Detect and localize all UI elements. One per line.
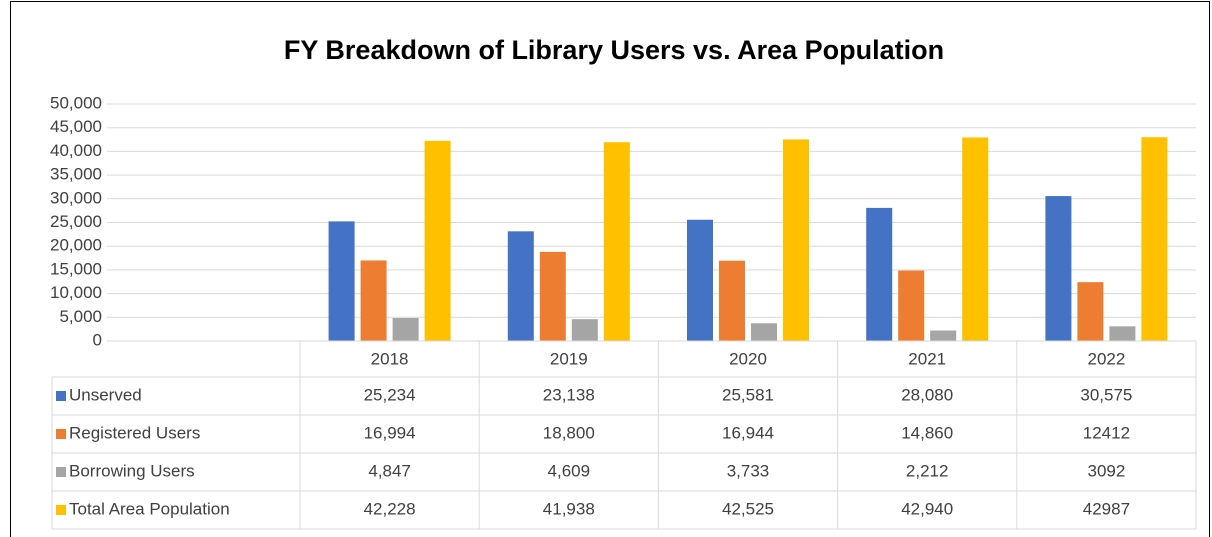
- legend-swatch: [56, 391, 66, 401]
- table-value: 18,800: [543, 423, 595, 442]
- bar: [603, 142, 630, 341]
- chart-title: FY Breakdown of Library Users vs. Area P…: [284, 35, 944, 65]
- bar: [328, 221, 355, 341]
- table-value: 3092: [1087, 461, 1125, 480]
- bar: [360, 260, 387, 341]
- legend-label: Borrowing Users: [69, 461, 195, 480]
- bar: [392, 318, 419, 341]
- bar: [898, 270, 925, 341]
- table-value: 42,940: [901, 499, 953, 518]
- y-tick-label: 25,000: [50, 212, 102, 231]
- legend-label: Unserved: [69, 385, 142, 404]
- table-value: 25,234: [364, 385, 416, 404]
- bar: [719, 260, 745, 341]
- legend-label: Registered Users: [69, 423, 200, 442]
- table-value: 41,938: [543, 499, 595, 518]
- x-tick-label: 2018: [371, 349, 409, 368]
- legend-swatch: [56, 429, 66, 439]
- table-value: 12412: [1083, 423, 1130, 442]
- bar: [687, 219, 713, 341]
- bar: [751, 323, 777, 341]
- legend-swatch: [56, 505, 66, 515]
- bar: [539, 251, 566, 341]
- table-value: 14,860: [901, 423, 953, 442]
- legend-label: Total Area Population: [69, 499, 230, 518]
- table-value: 42,525: [722, 499, 774, 518]
- y-tick-label: 10,000: [50, 283, 102, 302]
- y-tick-label: 0: [93, 330, 102, 349]
- table-value: 3,733: [727, 461, 770, 480]
- table-value: 2,212: [906, 461, 949, 480]
- bar: [507, 231, 534, 341]
- table-value: 4,847: [368, 461, 411, 480]
- bar: [866, 207, 893, 341]
- y-tick-label: 15,000: [50, 259, 102, 278]
- y-tick-label: 35,000: [50, 165, 102, 184]
- x-tick-label: 2021: [908, 349, 946, 368]
- bar: [1109, 326, 1136, 341]
- bar: [424, 140, 451, 341]
- table-value: 25,581: [722, 385, 774, 404]
- y-tick-label: 40,000: [50, 141, 102, 160]
- table-value: 28,080: [901, 385, 953, 404]
- x-tick-label: 2020: [729, 349, 767, 368]
- table-value: 30,575: [1080, 385, 1132, 404]
- x-tick-label: 2019: [550, 349, 588, 368]
- y-tick-label: 20,000: [50, 236, 102, 255]
- table-value: 42987: [1083, 499, 1130, 518]
- chart-frame: [10, 1, 1210, 537]
- bar: [962, 137, 989, 341]
- bar: [930, 330, 957, 341]
- y-tick-label: 30,000: [50, 188, 102, 207]
- y-tick-label: 50,000: [50, 93, 102, 112]
- table-value: 16,944: [722, 423, 774, 442]
- bar: [571, 319, 598, 341]
- y-tick-label: 45,000: [50, 117, 102, 136]
- bar: [1141, 137, 1168, 341]
- bar: [1045, 196, 1072, 341]
- y-tick-label: 5,000: [59, 307, 102, 326]
- table-value: 23,138: [543, 385, 595, 404]
- table-value: 42,228: [364, 499, 416, 518]
- table-value: 4,609: [548, 461, 591, 480]
- x-tick-label: 2022: [1087, 349, 1125, 368]
- legend-swatch: [56, 467, 66, 477]
- table-value: 16,994: [364, 423, 416, 442]
- bar: [783, 139, 809, 341]
- bar: [1077, 282, 1104, 341]
